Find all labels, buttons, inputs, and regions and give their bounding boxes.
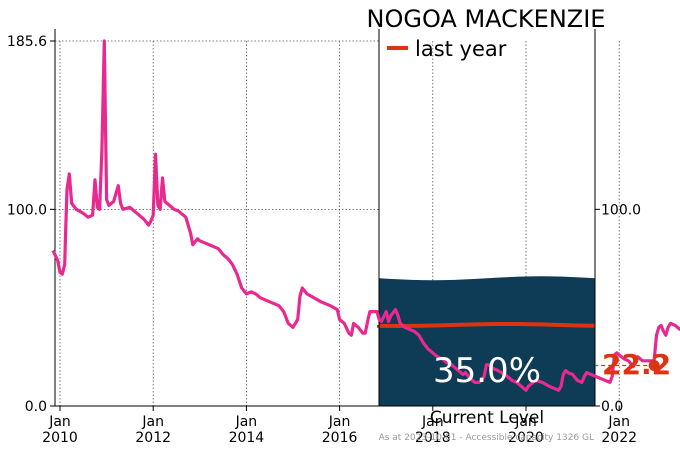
current-level-fill <box>379 276 595 406</box>
last-year-level-line <box>377 321 596 328</box>
x-tick-label-year: 2012 <box>135 430 171 446</box>
storage-series-line <box>51 39 680 392</box>
chart-series <box>51 39 680 392</box>
x-tick-label-year: 2020 <box>508 430 544 446</box>
x-tick-label-month: Jan <box>607 414 630 430</box>
chart-grid <box>55 40 620 406</box>
y-right-tick-label: 100.0 <box>601 202 641 218</box>
footnote: As at 2023-10-01 - Accessible capacity 1… <box>379 433 594 443</box>
last-year-marker <box>648 359 660 371</box>
current-level-caption: Current Level <box>430 408 544 428</box>
y-right-tick-label: 0.0 <box>601 399 623 415</box>
y-tick-label: 0.0 <box>25 399 47 415</box>
x-tick-label-month: Jan <box>235 414 258 430</box>
last-year-value-label: 22.2 <box>602 348 671 381</box>
chart-axes <box>50 29 620 411</box>
current-level-percent: 35.0% <box>433 351 541 391</box>
x-tick-label-month: Jan <box>421 414 444 430</box>
x-tick-label-month: Jan <box>328 414 351 430</box>
legend-label-last-year: last year <box>415 37 507 61</box>
y-tick-label: 185.6 <box>7 34 47 50</box>
x-tick-label-year: 2010 <box>42 430 78 446</box>
x-tick-label-year: 2014 <box>229 430 265 446</box>
y-tick-label: 100.0 <box>7 202 47 218</box>
x-tick-label-month: Jan <box>514 414 537 430</box>
chart-labels: 185.6100.00.0100.00.0Jan2010Jan2012Jan20… <box>7 34 641 446</box>
x-tick-label-year: 2016 <box>322 430 358 446</box>
current-level-tank <box>377 276 596 406</box>
x-tick-label-year: 2022 <box>601 430 637 446</box>
chart-title: NOGOA MACKENZIE <box>367 5 606 33</box>
x-tick-label-year: 2018 <box>415 430 451 446</box>
x-tick-label-month: Jan <box>48 414 71 430</box>
x-tick-label-month: Jan <box>141 414 164 430</box>
